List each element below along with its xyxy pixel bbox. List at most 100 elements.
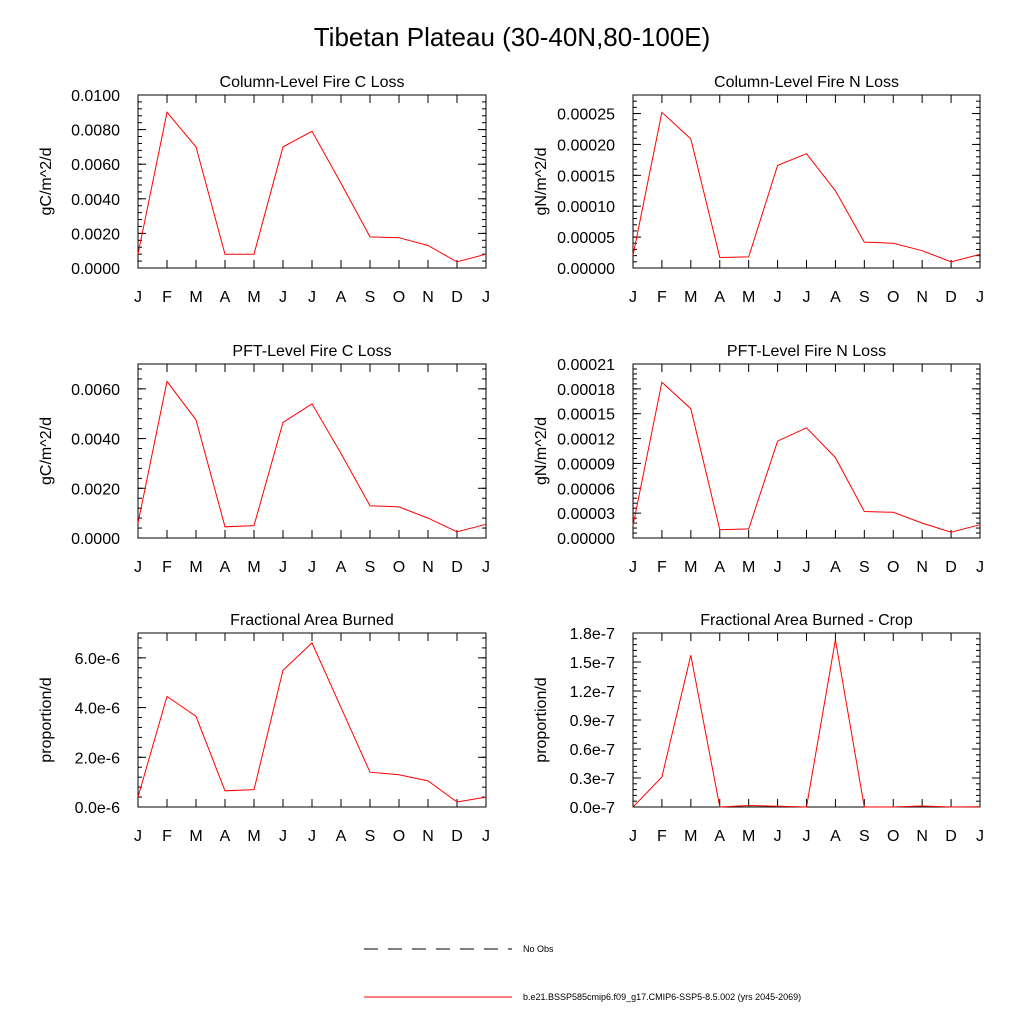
x-tick-label: O [887, 559, 899, 576]
y-tick-label: 0.0040 [71, 192, 120, 209]
x-tick-label: J [134, 289, 142, 306]
panel-title: PFT-Level Fire C Loss [232, 343, 391, 360]
y-tick-label: 0.00020 [557, 137, 615, 154]
x-tick-label: O [393, 289, 405, 306]
x-tick-label: M [684, 289, 697, 306]
y-tick-label: 2.0e-6 [75, 750, 120, 767]
x-tick-label: A [220, 828, 231, 845]
y-tick-label: 0.00018 [557, 382, 615, 399]
y-tick-label: 0.00025 [557, 107, 615, 124]
x-tick-label: N [916, 289, 928, 306]
x-tick-label: F [657, 828, 667, 845]
x-tick-label: D [451, 559, 463, 576]
x-tick-label: J [774, 559, 782, 576]
y-axis-label: proportion/d [533, 677, 550, 762]
x-tick-label: D [945, 828, 957, 845]
y-axis-label: gC/m^2/d [38, 417, 55, 485]
series-line [632, 111, 981, 263]
panel-title: PFT-Level Fire N Loss [727, 343, 886, 360]
x-tick-label: M [247, 289, 260, 306]
y-axis-label: gC/m^2/d [38, 148, 55, 216]
legend-obs-label: No Obs [523, 944, 554, 954]
y-tick-label: 0.0100 [71, 88, 120, 105]
x-tick-label: A [336, 289, 347, 306]
x-tick-label: J [279, 828, 287, 845]
x-tick-label: S [859, 828, 870, 845]
x-tick-label: A [714, 828, 725, 845]
x-tick-label: F [162, 559, 172, 576]
x-tick-label: J [774, 289, 782, 306]
y-tick-label: 0.00006 [557, 481, 615, 498]
y-tick-label: 1.5e-7 [570, 655, 615, 672]
x-tick-label: J [803, 828, 811, 845]
x-tick-label: M [189, 559, 202, 576]
series-line [137, 642, 487, 803]
x-tick-label: N [422, 828, 434, 845]
x-tick-label: D [451, 828, 463, 845]
x-tick-label: A [714, 559, 725, 576]
y-tick-label: 0.00012 [557, 432, 615, 449]
x-tick-label: J [134, 828, 142, 845]
x-tick-label: N [422, 559, 434, 576]
x-tick-label: M [684, 828, 697, 845]
y-tick-label: 0.00021 [557, 357, 615, 374]
x-tick-label: J [482, 559, 490, 576]
x-tick-label: M [742, 828, 755, 845]
x-tick-label: A [830, 289, 841, 306]
plot-frame [137, 363, 487, 539]
y-tick-label: 0.3e-7 [570, 771, 615, 788]
panel-title: Fractional Area Burned - Crop [700, 612, 913, 629]
plot-frame [632, 632, 981, 808]
x-tick-label: M [189, 828, 202, 845]
x-tick-label: O [393, 828, 405, 845]
y-tick-label: 0.00015 [557, 168, 615, 185]
legend: No Obs b.e21.BSSP585cmip6.f09_g17.CMIP6-… [364, 944, 801, 1002]
x-tick-label: M [684, 559, 697, 576]
x-tick-label: J [629, 559, 637, 576]
y-tick-label: 1.2e-7 [570, 684, 615, 701]
x-tick-label: A [830, 559, 841, 576]
y-tick-label: 0.0e-6 [75, 800, 120, 817]
x-tick-label: F [657, 559, 667, 576]
x-tick-label: J [134, 559, 142, 576]
y-axis-label: gN/m^2/d [533, 417, 550, 485]
x-tick-label: J [308, 559, 316, 576]
x-tick-label: J [976, 828, 984, 845]
x-tick-label: N [916, 559, 928, 576]
x-tick-label: O [887, 289, 899, 306]
plot-frame [632, 363, 981, 539]
x-tick-label: F [657, 289, 667, 306]
y-tick-label: 1.8e-7 [570, 626, 615, 643]
x-tick-label: J [774, 828, 782, 845]
x-tick-label: J [629, 289, 637, 306]
x-tick-label: A [336, 559, 347, 576]
x-tick-label: M [247, 828, 260, 845]
y-tick-label: 0.6e-7 [570, 742, 615, 759]
y-tick-label: 6.0e-6 [75, 651, 120, 668]
y-tick-label: 0.00000 [557, 531, 615, 548]
x-tick-label: J [279, 559, 287, 576]
y-tick-label: 0.0020 [71, 481, 120, 498]
x-tick-label: J [308, 828, 316, 845]
y-axis-label: gN/m^2/d [533, 148, 550, 216]
plot-frame [137, 94, 487, 269]
x-tick-label: S [365, 289, 376, 306]
y-tick-label: 0.0060 [71, 382, 120, 399]
y-tick-label: 0.0000 [71, 531, 120, 548]
x-tick-label: J [629, 828, 637, 845]
x-tick-label: S [365, 828, 376, 845]
y-tick-label: 0.0040 [71, 432, 120, 449]
x-tick-label: F [162, 289, 172, 306]
x-tick-label: M [742, 559, 755, 576]
x-tick-label: J [482, 828, 490, 845]
y-tick-label: 0.0020 [71, 226, 120, 243]
panel-title: Fractional Area Burned [230, 612, 394, 629]
y-tick-label: 0.00000 [557, 261, 615, 278]
y-tick-label: 4.0e-6 [75, 701, 120, 718]
x-tick-label: J [308, 289, 316, 306]
